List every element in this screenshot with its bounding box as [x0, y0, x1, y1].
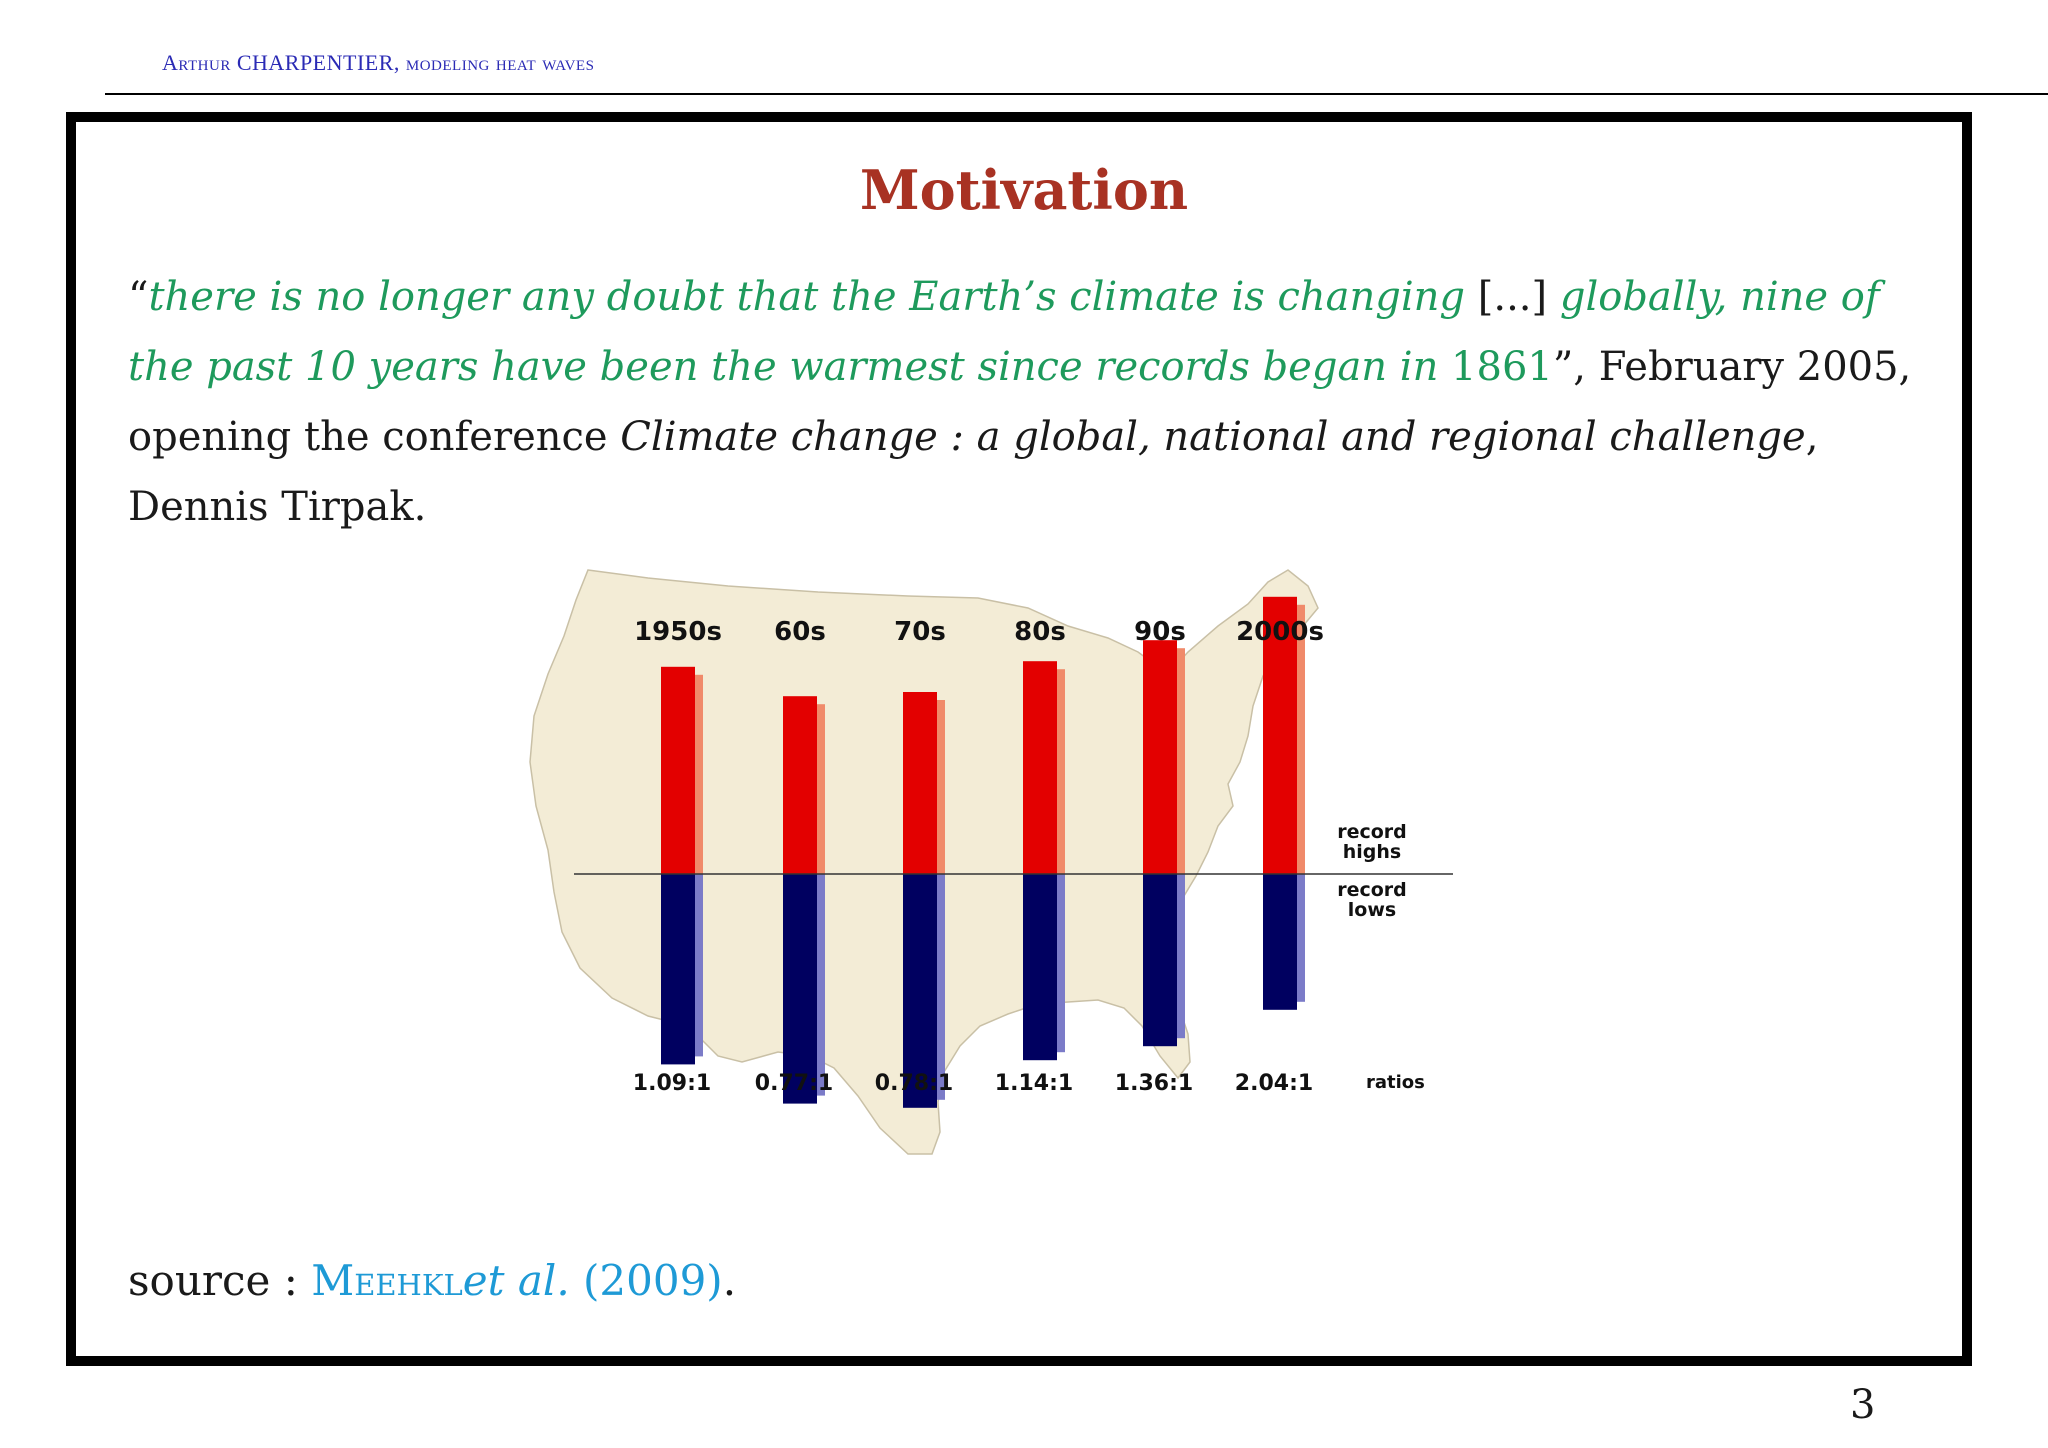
- bars-group: [661, 596, 1305, 1108]
- quote-close: ”,: [1552, 344, 1599, 390]
- record-high-bar: [783, 696, 817, 874]
- quote-ellipsis: [...]: [1465, 274, 1560, 320]
- source-end: .: [722, 1256, 737, 1305]
- ratio-label: 1.36:1: [1115, 1071, 1193, 1096]
- chart-area: 1950s 1.09:1 60s 0.77:1 70s 0.78:1 80s 1.14:1 90…: [528, 556, 1516, 1210]
- decade-label: 70s: [894, 617, 946, 647]
- header-rule: [105, 93, 2048, 95]
- speaker: , Dennis Tirpak.: [128, 414, 1819, 530]
- citation-link[interactable]: Meehklet al. (2009): [311, 1256, 723, 1305]
- ratio-label: 2.04:1: [1235, 1071, 1313, 1096]
- record-high-bar: [1023, 661, 1057, 874]
- record-high-bar: [903, 692, 937, 874]
- record-low-bar-side: [1177, 874, 1185, 1039]
- decade-label: 80s: [1014, 617, 1066, 647]
- record-low-bar: [903, 874, 937, 1108]
- ratio-label: 1.14:1: [995, 1071, 1073, 1096]
- header-subject: modeling heat waves: [405, 50, 595, 75]
- citation-year: (2009): [569, 1256, 723, 1305]
- record-low-bar-side: [1297, 874, 1305, 1002]
- record-high-bar-side: [1297, 604, 1305, 874]
- decade-label: 90s: [1134, 617, 1186, 647]
- record-low-bar-side: [695, 874, 703, 1057]
- record-high-bar-side: [695, 674, 703, 874]
- record-high-bar-side: [1057, 669, 1065, 874]
- page-number: 3: [1850, 1382, 1876, 1428]
- conference-title: Climate change : a global, national and …: [620, 414, 1806, 460]
- record-low-bar: [661, 874, 695, 1065]
- slide-frame: [66, 112, 1972, 1366]
- running-header: Arthur CHARPENTIER, modeling heat waves: [162, 50, 595, 75]
- record-high-bar: [1143, 640, 1177, 874]
- ratio-label: 0.78:1: [875, 1071, 953, 1096]
- header-author: Arthur CHARPENTIER: [162, 50, 394, 75]
- record-low-bar: [783, 874, 817, 1104]
- decade-label: 60s: [774, 617, 826, 647]
- record-lows-label: lows: [1348, 899, 1396, 921]
- record-high-bar: [661, 666, 695, 874]
- source-line: source : Meehklet al. (2009).: [128, 1256, 736, 1305]
- citation-etal: et al.: [462, 1256, 570, 1305]
- record-ratio-chart: 1950s 1.09:1 60s 0.77:1 70s 0.78:1 80s 1.14:1 90…: [529, 569, 1453, 1155]
- decade-label: 2000s: [1236, 617, 1324, 647]
- slide-title: Motivation: [859, 158, 1189, 222]
- citation-author: Meehkl: [311, 1256, 463, 1305]
- ratio-label: 1.09:1: [633, 1071, 711, 1096]
- context-prefix: February 2005, opening the conference: [128, 344, 1912, 460]
- quote-year: 1861: [1451, 344, 1553, 390]
- record-low-bar-side: [1057, 874, 1065, 1053]
- record-low-bar: [1023, 874, 1057, 1061]
- quote-part2: globally, nine of the past 10 years have…: [128, 274, 1880, 390]
- record-low-bar-side: [937, 874, 945, 1100]
- decade-label: 1950s: [634, 617, 722, 647]
- ratio-label: 0.77:1: [755, 1071, 833, 1096]
- quote-open: “: [128, 274, 149, 320]
- record-highs-label: highs: [1343, 841, 1401, 863]
- ratios-label: ratios: [1366, 1072, 1425, 1093]
- record-high-bar: [1263, 596, 1297, 874]
- record-lows-label: record: [1337, 879, 1407, 901]
- source-label: source :: [128, 1256, 312, 1305]
- quote-paragraph: “there is no longer any doubt that the E…: [128, 262, 1928, 542]
- record-highs-label: record: [1337, 821, 1407, 843]
- quote-part1: there is no longer any doubt that the Ea…: [148, 274, 1466, 320]
- record-low-bar: [1263, 874, 1297, 1010]
- record-high-bar-side: [817, 704, 825, 874]
- record-high-bar-side: [937, 700, 945, 874]
- record-low-bar-side: [817, 874, 825, 1096]
- record-low-bar: [1143, 874, 1177, 1047]
- labels-group: 1950s 1.09:1 60s 0.77:1 70s 0.78:1 80s 1.14:1 90…: [633, 617, 1425, 1096]
- record-high-bar-side: [1177, 648, 1185, 874]
